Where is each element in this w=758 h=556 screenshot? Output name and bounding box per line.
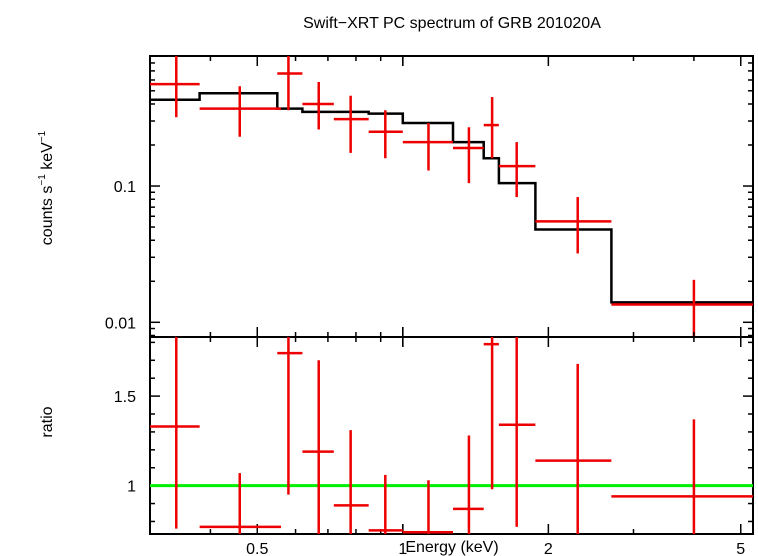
x-tick-label: 5 — [736, 541, 745, 556]
spectrum-data-point — [611, 279, 753, 337]
x-axis-label: Energy (keV) — [405, 539, 498, 556]
bottom-ylabel: ratio — [39, 406, 56, 437]
spectrum-data-point — [498, 142, 536, 198]
y-tick-label: 1 — [127, 479, 136, 496]
top-ylabel-sup1: −1 — [37, 174, 48, 186]
ratio-data-point — [498, 337, 536, 527]
top-ylabel-main: counts s — [39, 186, 56, 246]
ratio-data-point — [199, 473, 282, 534]
ratio-data-point — [611, 419, 753, 534]
ratio-frame — [149, 336, 754, 535]
spectrum-data-point — [453, 127, 484, 184]
top-ylabel: counts s−1 keV−1 — [37, 130, 56, 245]
spectrum-data-point — [483, 97, 499, 159]
spectrum-data-point — [535, 197, 612, 254]
model-step-line — [150, 91, 753, 304]
top-ylabel-sup2: −1 — [37, 130, 48, 142]
ratio-data-point — [150, 337, 200, 529]
spectrum-data-point — [368, 110, 403, 159]
spectrum-data-point — [199, 86, 282, 137]
spectrum-data-point — [150, 56, 200, 118]
ratio-data-point — [368, 474, 403, 534]
chart-title: Swift−XRT PC spectrum of GRB 201020A — [303, 15, 601, 32]
ratio-data-point — [483, 337, 499, 490]
ratio-panel: 0.5 1 2 5 1 1.5 — [114, 56, 754, 556]
ratio-data-point — [453, 435, 484, 534]
top-ylabel-mid: keV — [39, 142, 56, 174]
spectrum-panel: 0.01 0.1 — [105, 55, 754, 338]
spectrum-data-point — [333, 95, 369, 153]
x-tick-label: 0.5 — [246, 541, 268, 556]
spectrum-data-point — [402, 123, 454, 171]
y-tick-label: 0.1 — [114, 179, 136, 196]
x-tick-label: 2 — [544, 541, 553, 556]
spectrum-data-point — [302, 82, 334, 130]
ratio-data-point — [402, 480, 454, 534]
y-tick-label: 1.5 — [114, 389, 136, 406]
ratio-data-point — [535, 363, 612, 534]
ratio-data-point — [302, 360, 334, 534]
y-tick-label: 0.01 — [105, 315, 136, 332]
ratio-data-point — [277, 337, 303, 495]
spectrum-data-point — [277, 56, 303, 111]
x-tick-label: 1 — [398, 541, 407, 556]
ratio-data-point — [333, 430, 369, 534]
